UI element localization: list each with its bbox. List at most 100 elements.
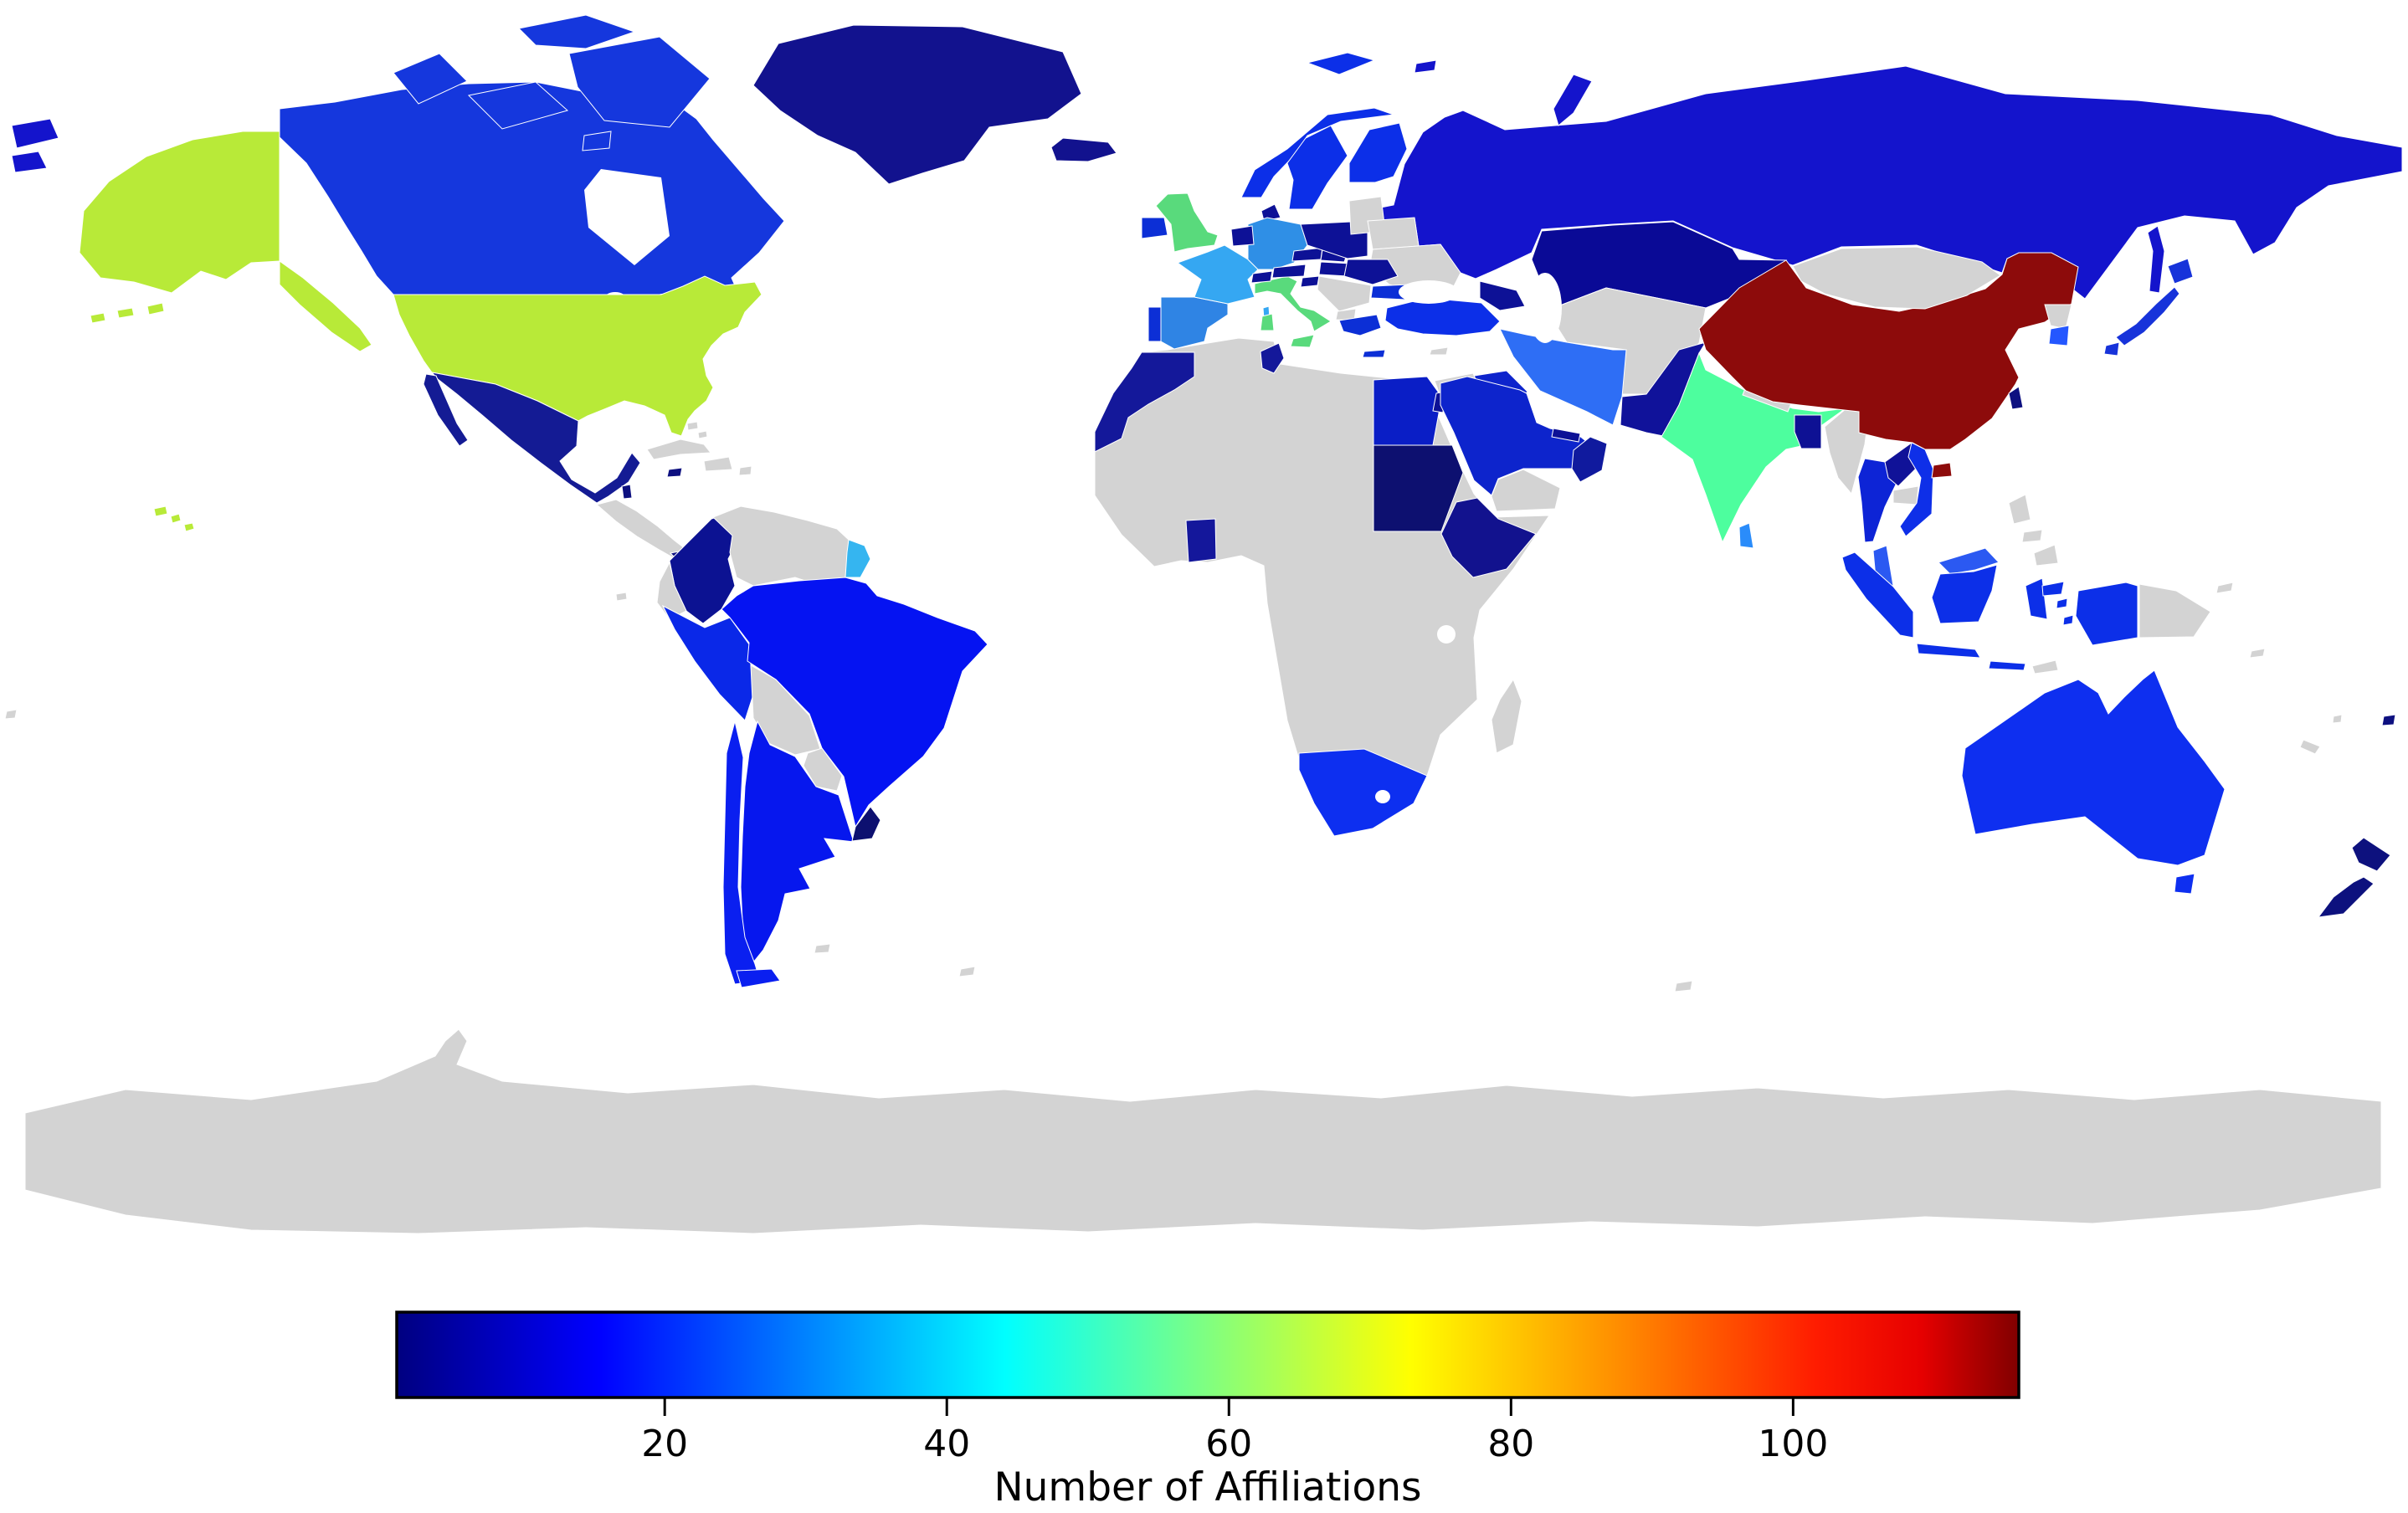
philippines-mindanao bbox=[2033, 544, 2059, 567]
philippines-visayas bbox=[2021, 529, 2043, 543]
new-caledonia bbox=[2299, 739, 2321, 755]
country-yemen bbox=[1491, 469, 1561, 512]
country-romania bbox=[1343, 259, 1399, 285]
country-portugal bbox=[1148, 306, 1162, 342]
country-ghana bbox=[1185, 518, 1217, 563]
country-jamaica bbox=[666, 467, 683, 478]
country-sudan bbox=[1373, 444, 1464, 532]
colorbar-gradient bbox=[395, 1310, 2020, 1399]
falkland-islands bbox=[814, 943, 831, 954]
country-uruguay bbox=[851, 806, 881, 842]
indonesia-west-papua bbox=[2075, 582, 2138, 646]
crete bbox=[1362, 349, 1386, 358]
venezuela-guyanas bbox=[712, 505, 850, 587]
country-tunisia bbox=[1260, 342, 1285, 374]
benelux bbox=[1230, 225, 1255, 247]
indonesia-kalimantan bbox=[1931, 564, 1998, 624]
country-bulgaria bbox=[1370, 284, 1410, 300]
indonesia-sulawesi bbox=[2025, 577, 2048, 620]
south-georgia bbox=[958, 966, 976, 977]
bahamas-2 bbox=[697, 430, 708, 439]
japan-kyushu bbox=[2103, 341, 2120, 356]
french-guiana bbox=[845, 539, 871, 578]
country-finland bbox=[1348, 122, 1408, 183]
pacific-speck bbox=[4, 709, 18, 720]
cyprus bbox=[1429, 346, 1449, 356]
russia-sakhalin bbox=[2147, 225, 2165, 294]
country-iceland bbox=[1050, 137, 1117, 162]
country-mexico bbox=[430, 372, 641, 504]
country-cuba bbox=[646, 439, 711, 460]
hudson-bay bbox=[584, 169, 670, 265]
kerguelen bbox=[1674, 980, 1693, 992]
papua-new-guinea bbox=[2138, 583, 2211, 639]
moluccas-1 bbox=[2056, 598, 2068, 609]
country-belarus bbox=[1367, 217, 1420, 250]
country-oman bbox=[1571, 436, 1608, 483]
country-switzerland bbox=[1250, 270, 1273, 284]
caspian-sea bbox=[1528, 273, 1562, 343]
country-turkey bbox=[1384, 297, 1501, 336]
country-germany bbox=[1247, 217, 1308, 270]
colorbar-tick-label: 100 bbox=[1758, 1423, 1828, 1465]
country-vietnam bbox=[1899, 442, 1934, 537]
galapagos bbox=[615, 592, 628, 602]
colorbar-tick-label: 40 bbox=[923, 1423, 970, 1465]
colorbar-tick-label: 80 bbox=[1487, 1423, 1534, 1465]
country-greece bbox=[1338, 314, 1382, 336]
timor bbox=[2031, 659, 2059, 674]
colorbar-tick-label: 20 bbox=[641, 1423, 688, 1465]
canada-victoria-island bbox=[467, 81, 569, 130]
mexico-baja bbox=[423, 373, 469, 447]
russia-chukotka-wrap-2 bbox=[11, 151, 48, 173]
country-south-africa bbox=[1298, 748, 1428, 837]
colorbar-axis-label: Number of Affiliations bbox=[993, 1464, 1421, 1510]
hawaii-3 bbox=[183, 522, 195, 532]
colorbar-ticks: 20 40 60 80 100 bbox=[641, 1398, 1828, 1465]
country-ethiopia bbox=[1440, 497, 1537, 578]
tasmania bbox=[2174, 873, 2195, 895]
country-france bbox=[1176, 244, 1259, 305]
alaska-panhandle bbox=[279, 260, 372, 352]
black-sea bbox=[1399, 280, 1459, 304]
russia-novaya-zemlya bbox=[1553, 74, 1593, 126]
country-austria bbox=[1271, 264, 1307, 279]
country-italy bbox=[1254, 275, 1332, 332]
country-sweden bbox=[1286, 125, 1348, 210]
aleutian-3 bbox=[90, 312, 106, 324]
country-bangladesh bbox=[1794, 414, 1822, 449]
caucasus bbox=[1479, 280, 1526, 311]
vanuatu bbox=[2332, 714, 2343, 724]
country-russia bbox=[1372, 65, 2403, 300]
canada-baffin-island bbox=[568, 36, 711, 128]
country-belize bbox=[621, 484, 633, 500]
png-islands bbox=[2215, 582, 2234, 594]
malaysia-borneo bbox=[1938, 547, 2000, 575]
puerto-rico bbox=[738, 465, 752, 476]
moluccas-2 bbox=[2062, 614, 2074, 626]
state-alaska bbox=[79, 131, 280, 294]
hawaii-1 bbox=[153, 505, 168, 517]
country-denmark bbox=[1260, 203, 1281, 222]
country-south-korea bbox=[2048, 325, 2070, 346]
country-taiwan bbox=[2008, 386, 2024, 410]
canada-southampton-island bbox=[582, 131, 612, 151]
lesser-sunda bbox=[1988, 660, 2026, 671]
country-norway bbox=[1240, 107, 1394, 198]
hawaii-2 bbox=[170, 513, 182, 524]
nz-north-island bbox=[2351, 837, 2391, 872]
canada-ellesmere-island bbox=[517, 14, 636, 49]
franz-josef-land bbox=[1414, 59, 1437, 74]
country-greenland bbox=[752, 24, 1082, 185]
indonesia-sulawesi-arm bbox=[2041, 581, 2065, 597]
central-america bbox=[595, 499, 686, 561]
country-antarctica bbox=[24, 1028, 2382, 1234]
country-egypt bbox=[1373, 376, 1441, 446]
country-morocco bbox=[1094, 351, 1195, 453]
bahamas-1 bbox=[686, 421, 699, 431]
country-mongolia bbox=[1792, 246, 2001, 310]
indonesia-sumatra bbox=[1841, 551, 1914, 639]
canada-banks-island bbox=[393, 53, 468, 105]
country-cambodia bbox=[1892, 485, 1919, 505]
country-argentina bbox=[740, 720, 855, 963]
